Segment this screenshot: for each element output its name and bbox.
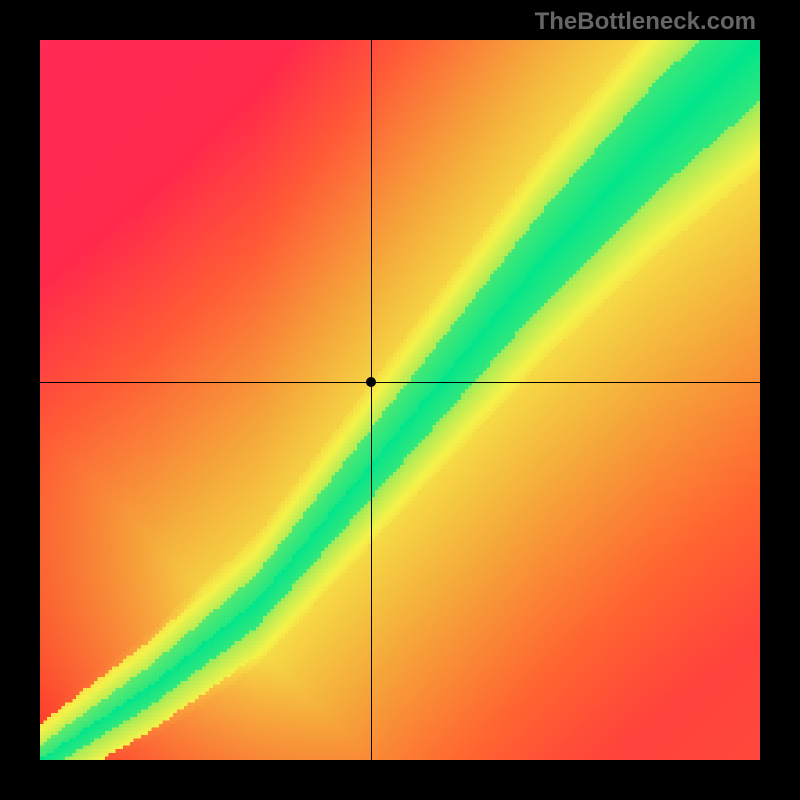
crosshair-horizontal — [40, 382, 760, 383]
bottleneck-heatmap — [40, 40, 760, 760]
plot-area — [40, 40, 760, 760]
watermark-text: TheBottleneck.com — [535, 8, 756, 36]
outer-frame: TheBottleneck.com — [0, 0, 800, 800]
crosshair-vertical — [371, 40, 372, 760]
